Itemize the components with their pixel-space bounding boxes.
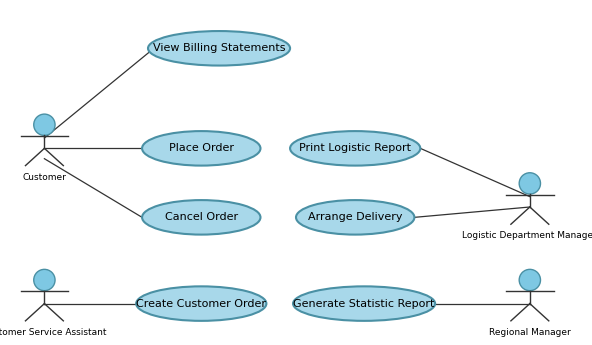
Ellipse shape [34, 114, 55, 136]
Ellipse shape [519, 173, 540, 194]
Text: Logistic Department Manager: Logistic Department Manager [462, 231, 592, 240]
Text: Place Order: Place Order [169, 144, 234, 153]
Ellipse shape [136, 286, 266, 321]
Text: Print Logistic Report: Print Logistic Report [299, 144, 411, 153]
Text: Customer Service Assistant: Customer Service Assistant [0, 328, 107, 337]
Ellipse shape [293, 286, 435, 321]
Text: Create Customer Order: Create Customer Order [136, 299, 266, 308]
Text: Customer: Customer [22, 172, 66, 181]
Text: Arrange Delivery: Arrange Delivery [308, 213, 403, 222]
Ellipse shape [290, 131, 420, 166]
Ellipse shape [34, 269, 55, 290]
Text: Regional Manager: Regional Manager [489, 328, 571, 337]
Ellipse shape [148, 31, 290, 66]
Ellipse shape [142, 131, 260, 166]
Ellipse shape [296, 200, 414, 235]
Text: Cancel Order: Cancel Order [165, 213, 238, 222]
Text: View Billing Statements: View Billing Statements [153, 43, 285, 53]
Text: Generate Statistic Report: Generate Statistic Report [294, 299, 435, 308]
Ellipse shape [142, 200, 260, 235]
Ellipse shape [519, 269, 540, 290]
